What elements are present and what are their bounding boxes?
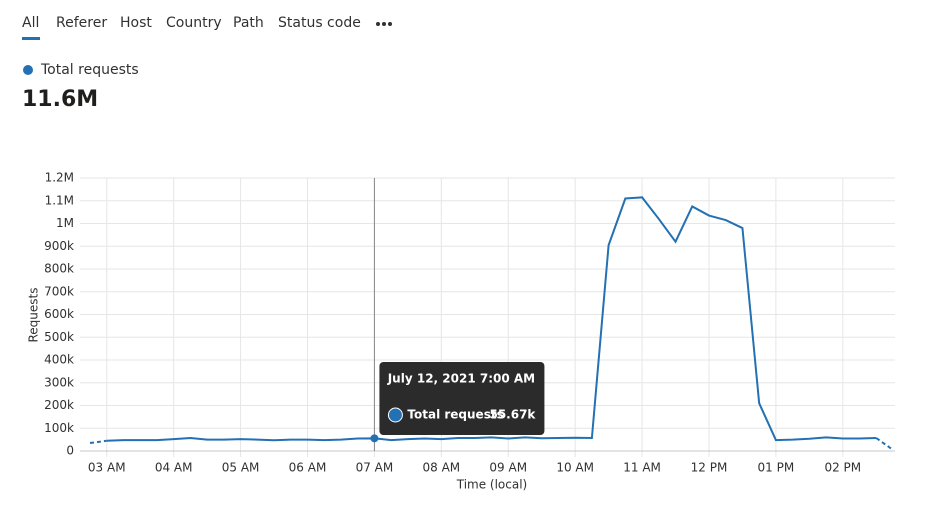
x-tick-label: 11 AM (623, 461, 661, 475)
tooltip-series: Total requests (407, 408, 503, 422)
y-tick-label: 1.2M (45, 171, 74, 185)
x-tick-label: 06 AM (289, 461, 327, 475)
x-tick-label: 07 AM (356, 461, 394, 475)
tab[interactable]: Country (166, 15, 222, 31)
y-tick-label: 700k (44, 284, 74, 298)
tooltip-dot (387, 407, 403, 423)
tab[interactable]: Host (120, 15, 152, 31)
x-tick-label: 03 AM (88, 461, 126, 475)
legend-dot (23, 65, 33, 75)
x-tick-label: 05 AM (222, 461, 260, 475)
y-tick-label: 900k (44, 239, 74, 253)
x-tick-label: 08 AM (423, 461, 461, 475)
line-series-partial (89, 439, 107, 445)
legend-label: Total requests (40, 62, 139, 78)
y-tick-label: 1.1M (45, 193, 74, 207)
more-button[interactable] (376, 22, 392, 26)
y-tick-label: 800k (44, 262, 74, 276)
x-tick-label: 02 PM (824, 461, 861, 475)
tooltip-value: 55.67k (489, 408, 536, 422)
y-tick-label: 600k (44, 307, 74, 321)
active-tab-indicator (22, 37, 40, 40)
y-tick-label: 0 (66, 444, 74, 458)
x-tick-label: 12 PM (691, 461, 728, 475)
tooltip-title: July 12, 2021 7:00 AM (387, 372, 535, 386)
x-axis-title: Time (local) (456, 478, 528, 492)
y-tick-label: 500k (44, 330, 74, 344)
tooltip (379, 362, 545, 435)
tab[interactable]: Status code (278, 15, 361, 31)
x-tick-label: 09 AM (489, 461, 527, 475)
y-tick-label: 100k (44, 421, 74, 435)
summary-value: 11.6M (22, 87, 98, 112)
y-axis-title: Requests (27, 288, 41, 343)
line-series-partial (875, 437, 894, 451)
hover-point (370, 434, 379, 443)
line-series (106, 196, 877, 442)
x-tick-label: 04 AM (155, 461, 193, 475)
y-tick-label: 400k (44, 353, 74, 367)
tab[interactable]: Referer (56, 15, 107, 31)
x-tick-label: 10 AM (556, 461, 594, 475)
y-tick-label: 300k (44, 375, 74, 389)
y-tick-label: 200k (44, 398, 74, 412)
y-tick-label: 1M (56, 216, 74, 230)
tab[interactable]: All (22, 15, 39, 31)
tab[interactable]: Path (233, 15, 264, 31)
tab-bar: All Referer Host Country Path Status code (22, 15, 361, 31)
x-tick-label: 01 PM (758, 461, 795, 475)
